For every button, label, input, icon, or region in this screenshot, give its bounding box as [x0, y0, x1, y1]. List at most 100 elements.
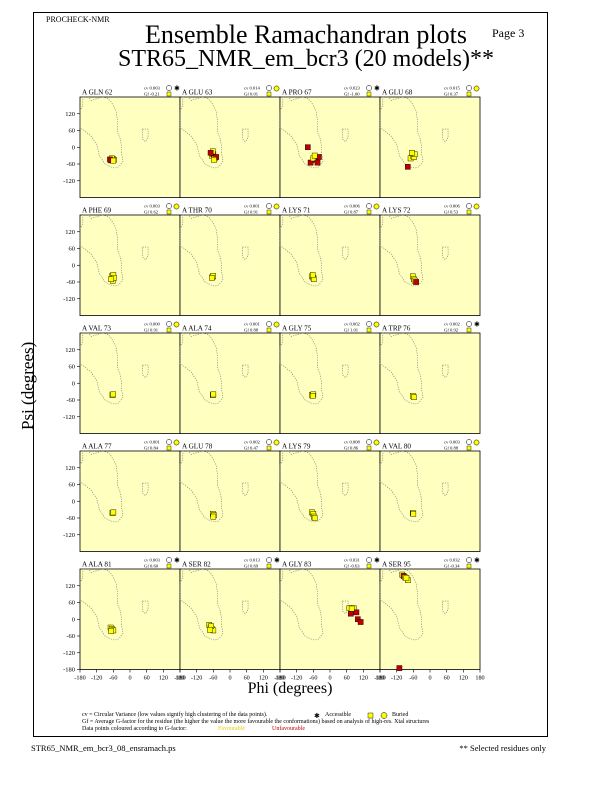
clock-icon — [466, 321, 472, 327]
cv-value: cv 0.006 — [444, 204, 461, 209]
data-point — [357, 619, 364, 625]
panel-background — [379, 214, 481, 316]
clock-icon — [366, 321, 372, 327]
allowed-region-outline — [379, 450, 424, 523]
clock-icon — [366, 439, 372, 445]
gf-value: Gf 0.86 — [344, 446, 359, 451]
gf-key-box — [466, 563, 472, 569]
page-subtitle: STR65_NMR_em_bcr3 (20 models)** — [118, 46, 494, 72]
panel-background — [79, 96, 181, 198]
allowed-region-outline — [79, 332, 124, 405]
y-tick-label: 0 — [72, 616, 75, 623]
allowed-region-outline — [179, 568, 224, 641]
x-tick-label: 0 — [428, 675, 431, 682]
residue-label: A SER 95 — [382, 561, 411, 569]
gf-value: Gf -0.21 — [144, 92, 160, 97]
residue-label: A ALA 74 — [182, 325, 212, 333]
clock-icon — [166, 321, 172, 327]
data-point — [354, 616, 361, 622]
y-tick-label: -60 — [66, 279, 75, 286]
x-tick-label: 0 — [228, 675, 231, 682]
x-tick-label: -180 — [74, 675, 85, 682]
x-tick-label: -180 — [374, 675, 385, 682]
allowed-region-outline — [179, 96, 224, 169]
gf-value: Gf 0.84 — [144, 446, 159, 451]
gf-key-box — [266, 91, 272, 97]
data-point — [110, 391, 116, 398]
x-tick-label: 180 — [175, 675, 184, 682]
panel-background — [279, 96, 381, 198]
cv-definition: cv = Circular Variance (low values signi… — [82, 712, 268, 718]
panel-background — [379, 568, 481, 670]
panel-background — [179, 214, 281, 316]
data-point — [403, 575, 410, 581]
accessible-legend-icon: ✱ — [314, 712, 320, 720]
unfavourable-key: Unfavourable — [272, 726, 305, 732]
y-tick-label: 120 — [65, 347, 75, 354]
x-axis-label: Phi (degrees) — [247, 680, 333, 697]
x-tick-label: -120 — [191, 675, 202, 682]
gf-value: Gf 0.01 — [244, 92, 259, 97]
residue-label: A GLN 62 — [82, 89, 113, 97]
gf-value: Gf 0.91 — [244, 210, 259, 215]
y-tick-label: 120 — [65, 229, 75, 236]
panel-background — [179, 332, 281, 434]
residue-label: A TRP 76 — [382, 325, 411, 333]
footer-filename: STR65_NMR_em_bcr3_08_ensramach.ps — [31, 743, 176, 753]
gf-key-box — [466, 91, 472, 97]
allowed-region-outline — [79, 568, 124, 641]
allowed-region-outline — [142, 246, 149, 261]
residue-label: A GLU 68 — [382, 89, 413, 97]
page-title: Ensemble Ramachandran plots — [144, 20, 468, 49]
gf-definition: Gf = Average G-factor for the residue (t… — [82, 719, 430, 725]
y-tick-label: 120 — [65, 111, 75, 118]
residue-label: A GLU 78 — [182, 443, 213, 451]
gf-value: Gf 0.88 — [244, 328, 259, 333]
allowed-region-outline — [342, 600, 349, 615]
page-number: Page 3 — [492, 26, 525, 40]
clock-icon — [266, 321, 272, 327]
y-tick-label: 120 — [65, 583, 75, 590]
allowed-region-outline — [279, 568, 324, 641]
y-tick-label: 0 — [72, 262, 75, 269]
allowed-region-outline — [242, 482, 249, 497]
x-tick-label: 120 — [459, 675, 468, 682]
allowed-region-outline — [379, 214, 424, 287]
gf-key-box — [366, 327, 372, 333]
panel-background — [79, 450, 181, 552]
panel-background — [379, 450, 481, 552]
allowed-region-outline — [279, 450, 324, 523]
residue-label: A GLU 63 — [182, 89, 213, 97]
residue-label: A ALA 77 — [82, 443, 112, 451]
data-point — [110, 509, 117, 516]
cv-value: cv 0.023 — [344, 86, 361, 91]
x-tick-label: -60 — [209, 675, 217, 682]
allowed-region-outline — [442, 482, 449, 497]
accessible-key: Accessible — [325, 712, 351, 718]
x-tick-label: -120 — [391, 675, 402, 682]
panel-background — [179, 450, 281, 552]
cv-value: cv 0.001 — [244, 204, 261, 209]
y-tick-label: -60 — [66, 633, 75, 640]
gf-value: Gf 0.53 — [444, 210, 459, 215]
allowed-region-outline — [242, 600, 249, 615]
data-point — [207, 150, 214, 156]
buried-icon — [473, 85, 480, 92]
data-point — [353, 609, 360, 616]
panel-background — [179, 96, 281, 198]
buried-key: Buried — [392, 712, 409, 718]
residue-label: A THR 70 — [182, 207, 212, 215]
accessible-legend-box — [367, 712, 374, 719]
clock-icon — [166, 557, 172, 563]
x-tick-label: 120 — [259, 675, 268, 682]
gf-value: Gf -1.00 — [344, 92, 360, 97]
favourable-key: Favourable — [218, 726, 245, 732]
buried-icon — [273, 203, 280, 210]
gf-value: Gf -0.34 — [444, 564, 460, 569]
